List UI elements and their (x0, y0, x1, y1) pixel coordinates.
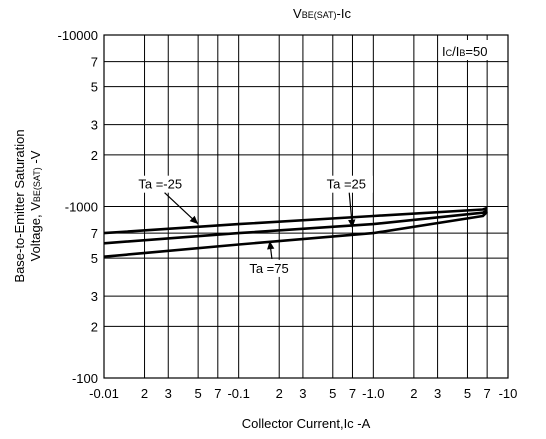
chart-title: VBE(SAT)-Ic (293, 6, 351, 21)
annotation-arrowhead-0 (189, 215, 199, 225)
y-axis-label-line1: Base-to-Emitter Saturation (12, 129, 27, 282)
x-tick-label-14: 7 (484, 386, 491, 401)
y-tick-label-6: 7 (91, 226, 98, 241)
x-axis-label: Collector Current,Ic -A (242, 416, 371, 431)
grid (103, 34, 509, 379)
y-tick-label-10: -100 (72, 371, 98, 386)
y-tick-label-5: -1000 (65, 200, 98, 215)
x-tick-label-12: 3 (434, 386, 441, 401)
chart-title-suffix: -Ic (337, 6, 352, 21)
tick-labels: -0.01 2 3 5 7 -0.1 2 3 5 7 -1.0 2 3 5 7 -10-100007532-1… (58, 28, 518, 401)
x-tick-label-4: 7 (214, 386, 221, 401)
annotation-bg-2 (246, 259, 296, 277)
y-tick-label-4: 2 (91, 148, 98, 163)
chart-title-main: V (293, 6, 302, 21)
x-tick-label-9: 7 (349, 386, 356, 401)
series-line-1 (103, 209, 488, 245)
x-tick-label-13: 5 (464, 386, 471, 401)
x-tick-label-11: 2 (410, 386, 417, 401)
plot-frame (103, 34, 509, 379)
y-tick-label-2: 5 (91, 80, 98, 95)
y-tick-label-0: -10000 (58, 28, 98, 43)
series-label-0: Ta =-25 (138, 177, 182, 192)
condition-label: IC/IB=50 (442, 44, 487, 59)
x-tick-label-3: 5 (195, 386, 202, 401)
y-tick-label-7: 5 (91, 251, 98, 266)
series-label-1: Ta =25 (327, 177, 366, 192)
series-line-0 (103, 206, 488, 235)
annotation-bg-0 (135, 175, 192, 193)
y-tick-label-1: 7 (91, 55, 98, 70)
y-tick-label-9: 2 (91, 319, 98, 334)
annotation-arrowhead-2 (267, 240, 275, 250)
series-line-2 (103, 210, 488, 258)
annotation-bg-1 (323, 175, 373, 193)
x-tick-label-2: 3 (165, 386, 172, 401)
y-tick-label-8: 3 (91, 289, 98, 304)
x-tick-label-0: -0.01 (89, 386, 119, 401)
x-tick-label-8: 5 (329, 386, 336, 401)
series-label-2: Ta =75 (249, 261, 288, 276)
condition-box (440, 40, 506, 60)
x-tick-label-10: -1.0 (362, 386, 384, 401)
y-tick-label-3: 3 (91, 118, 98, 133)
x-tick-label-1: 2 (141, 386, 148, 401)
series-layer (103, 206, 488, 258)
x-tick-label-7: 3 (299, 386, 306, 401)
annotation-arrowhead-1 (348, 219, 356, 228)
y-axis-label-line2: Voltage, VBE(SAT) -V (28, 150, 43, 261)
x-tick-label-6: 2 (276, 386, 283, 401)
x-tick-label-15: -10 (499, 386, 518, 401)
chart-title-sub: BE(SAT) (302, 10, 337, 20)
annotation-layer: Ta =-25 Ta =25 Ta =75 (135, 175, 373, 277)
x-tick-label-5: -0.1 (227, 386, 249, 401)
